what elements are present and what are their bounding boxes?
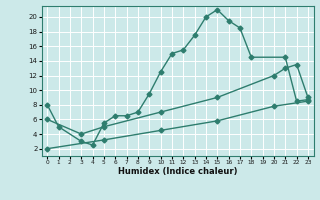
X-axis label: Humidex (Indice chaleur): Humidex (Indice chaleur) (118, 167, 237, 176)
